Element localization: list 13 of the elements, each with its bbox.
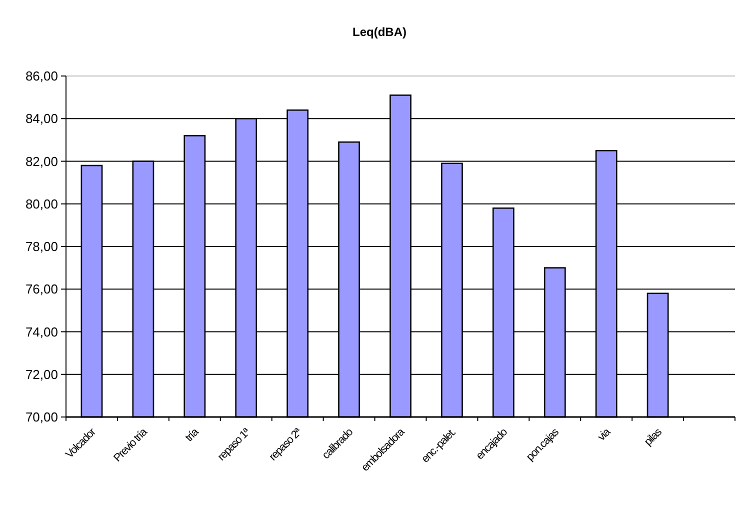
y-tick-label: 76,00 xyxy=(25,282,58,297)
y-tick-label: 80,00 xyxy=(25,196,58,212)
y-tick-label: 72,00 xyxy=(25,366,58,382)
y-tick-label: 84,00 xyxy=(25,111,58,126)
y-tick-label: 82,00 xyxy=(25,154,58,169)
x-tick-label: via xyxy=(596,425,614,444)
chart-title: Leq(dBA) xyxy=(352,25,406,39)
x-tick-label: tría xyxy=(183,425,202,444)
y-tick-label: 74,00 xyxy=(25,324,58,340)
x-tick-label: pilas xyxy=(642,426,665,448)
y-tick-label: 78,00 xyxy=(25,239,58,254)
y-tick-label: 70,00 xyxy=(25,410,58,425)
y-tick-label: 86,00 xyxy=(25,68,58,84)
